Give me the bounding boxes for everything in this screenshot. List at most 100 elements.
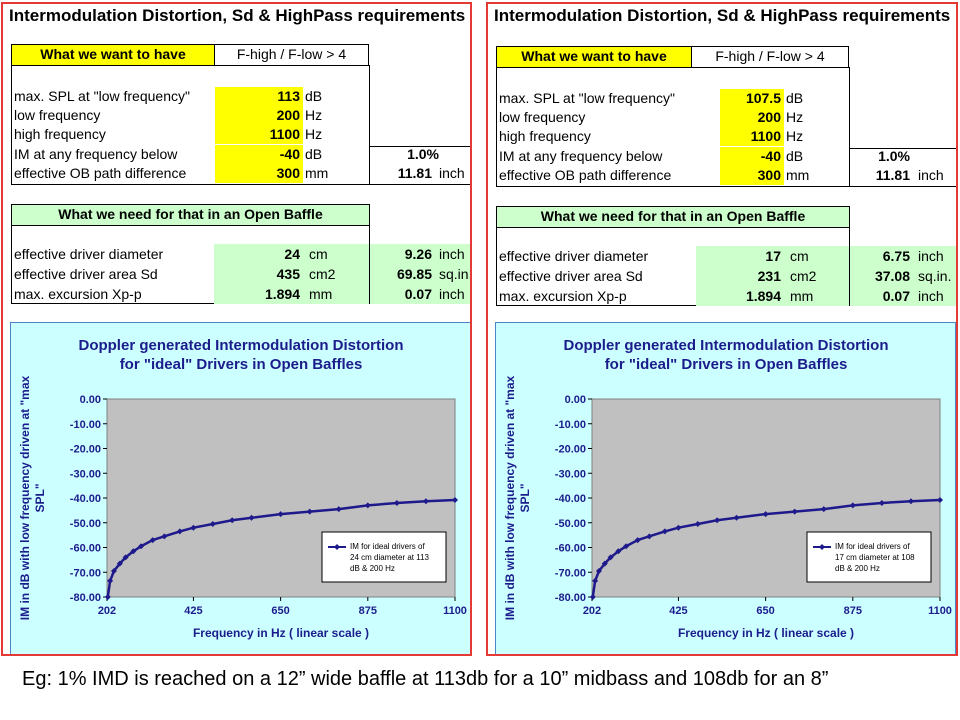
x-axis-label: Frequency in Hz ( linear scale ): [193, 626, 369, 640]
y-tick-label: -10.00: [555, 419, 586, 431]
data-point: [422, 498, 429, 505]
need-extra-unit: sq.in.: [918, 268, 952, 284]
data-point: [306, 508, 313, 515]
data-point: [623, 543, 630, 550]
x-tick-label: 202: [583, 605, 601, 617]
y-axis-label: IM in dB with low frequency driven at "m…: [503, 375, 517, 620]
row-label: low frequency: [14, 107, 101, 123]
row-unit: dB: [305, 88, 323, 104]
y-axis-label: SPL": [33, 483, 47, 512]
need-value: 435: [276, 266, 300, 282]
x-tick-label: 875: [359, 605, 377, 617]
y-tick-label: -60.00: [555, 543, 586, 555]
data-point: [393, 499, 400, 506]
ratio-label: F-high / F-low > 4: [214, 44, 369, 66]
data-point: [277, 511, 284, 518]
need-extra: 6.75: [882, 248, 910, 264]
path-diff-inch-unit: inch: [918, 167, 944, 183]
legend-marker: [819, 544, 825, 550]
need-label: effective driver area Sd: [499, 268, 643, 284]
need-extra-unit: inch: [918, 248, 944, 264]
legend-label: IM for ideal drivers of: [350, 542, 425, 551]
data-point: [161, 533, 168, 540]
low-freq-input[interactable]: 200: [215, 106, 303, 125]
data-point: [190, 524, 197, 531]
need-extra: 69.85: [396, 266, 432, 282]
data-point: [130, 548, 137, 555]
data-point: [634, 537, 641, 544]
y-tick-label: -40.00: [70, 493, 101, 505]
data-point: [107, 577, 114, 584]
need-value: 1.894: [264, 286, 300, 302]
chart-title: for "ideal" Drivers in Open Baffles: [605, 356, 848, 373]
high-freq-input[interactable]: 1100: [720, 127, 784, 146]
y-axis-label: IM in dB with low frequency driven at "m…: [18, 375, 32, 620]
data-point: [592, 577, 599, 584]
data-point: [149, 537, 156, 544]
x-tick-label: 650: [271, 605, 289, 617]
y-tick-label: -10.00: [70, 419, 101, 431]
y-tick-label: -60.00: [70, 543, 101, 555]
row-label: high frequency: [499, 128, 591, 144]
data-point: [595, 568, 602, 575]
path-diff-inch-unit: inch: [439, 165, 465, 181]
high-freq-input[interactable]: 1100: [215, 125, 303, 144]
data-point: [104, 594, 111, 600]
data-point: [849, 502, 856, 509]
row-unit: Hz: [786, 109, 804, 125]
path-diff-inch: 11.81: [397, 165, 432, 181]
row-unit: Hz: [305, 107, 323, 123]
need-value: 231: [757, 268, 781, 284]
x-axis-label: Frequency in Hz ( linear scale ): [678, 626, 854, 640]
need-unit: mm: [309, 286, 333, 302]
need-value: 17: [765, 248, 781, 264]
y-tick-label: -80.00: [555, 592, 586, 604]
need-unit: cm: [309, 246, 328, 262]
need-label: effective driver area Sd: [14, 266, 158, 282]
need-value: 24: [284, 246, 300, 262]
y-tick-label: 0.00: [80, 394, 101, 406]
im-input[interactable]: -40: [720, 147, 784, 166]
row-label: effective OB path difference: [499, 167, 672, 183]
chart-title: Doppler generated Intermodulation Distor…: [563, 337, 888, 354]
y-tick-label: -40.00: [555, 493, 586, 505]
x-tick-label: 202: [98, 605, 116, 617]
low-freq-input[interactable]: 200: [720, 108, 784, 127]
y-tick-label: -50.00: [555, 518, 586, 530]
need-extra: 9.26: [404, 246, 432, 262]
row-label: IM at any frequency below: [14, 146, 178, 162]
legend-box: [321, 531, 447, 583]
row-label: max. SPL at "low frequency": [499, 90, 675, 106]
legend-label: 24 cm diameter at 113: [350, 553, 430, 562]
data-point: [646, 533, 653, 540]
spl-input[interactable]: 107.5: [720, 89, 784, 108]
extra-box: [849, 148, 956, 187]
data-point: [733, 514, 740, 521]
data-point: [661, 528, 668, 535]
need-divider: [369, 225, 370, 304]
panel-title: Intermodulation Distortion, Sd & HighPas…: [494, 6, 951, 25]
need-values-bg: [214, 244, 470, 304]
chart-title: Doppler generated Intermodulation Distor…: [78, 337, 403, 354]
legend-label: dB & 200 Hz: [835, 564, 880, 573]
spl-input[interactable]: 113: [215, 87, 303, 106]
caption: Eg: 1% IMD is reached on a 12” wide baff…: [22, 668, 829, 690]
im-input[interactable]: -40: [215, 145, 303, 164]
need-extra: 0.07: [404, 286, 432, 302]
path-diff-input[interactable]: 300: [720, 166, 784, 185]
x-tick-label: 650: [756, 605, 774, 617]
need-label: max. excursion Xp-p: [499, 288, 627, 304]
need-label: effective driver diameter: [499, 248, 649, 264]
need-divider: [849, 227, 850, 306]
data-point: [176, 528, 183, 535]
x-tick-label: 875: [844, 605, 862, 617]
x-tick-label: 1100: [928, 605, 952, 617]
path-diff-input[interactable]: 300: [215, 164, 303, 183]
y-tick-label: -30.00: [70, 468, 101, 480]
x-tick-label: 425: [669, 605, 687, 617]
data-point: [694, 520, 701, 527]
y-tick-label: -20.00: [555, 444, 586, 456]
data-point: [335, 506, 342, 513]
need-label: effective driver diameter: [14, 246, 164, 262]
need-unit: cm2: [790, 268, 817, 284]
